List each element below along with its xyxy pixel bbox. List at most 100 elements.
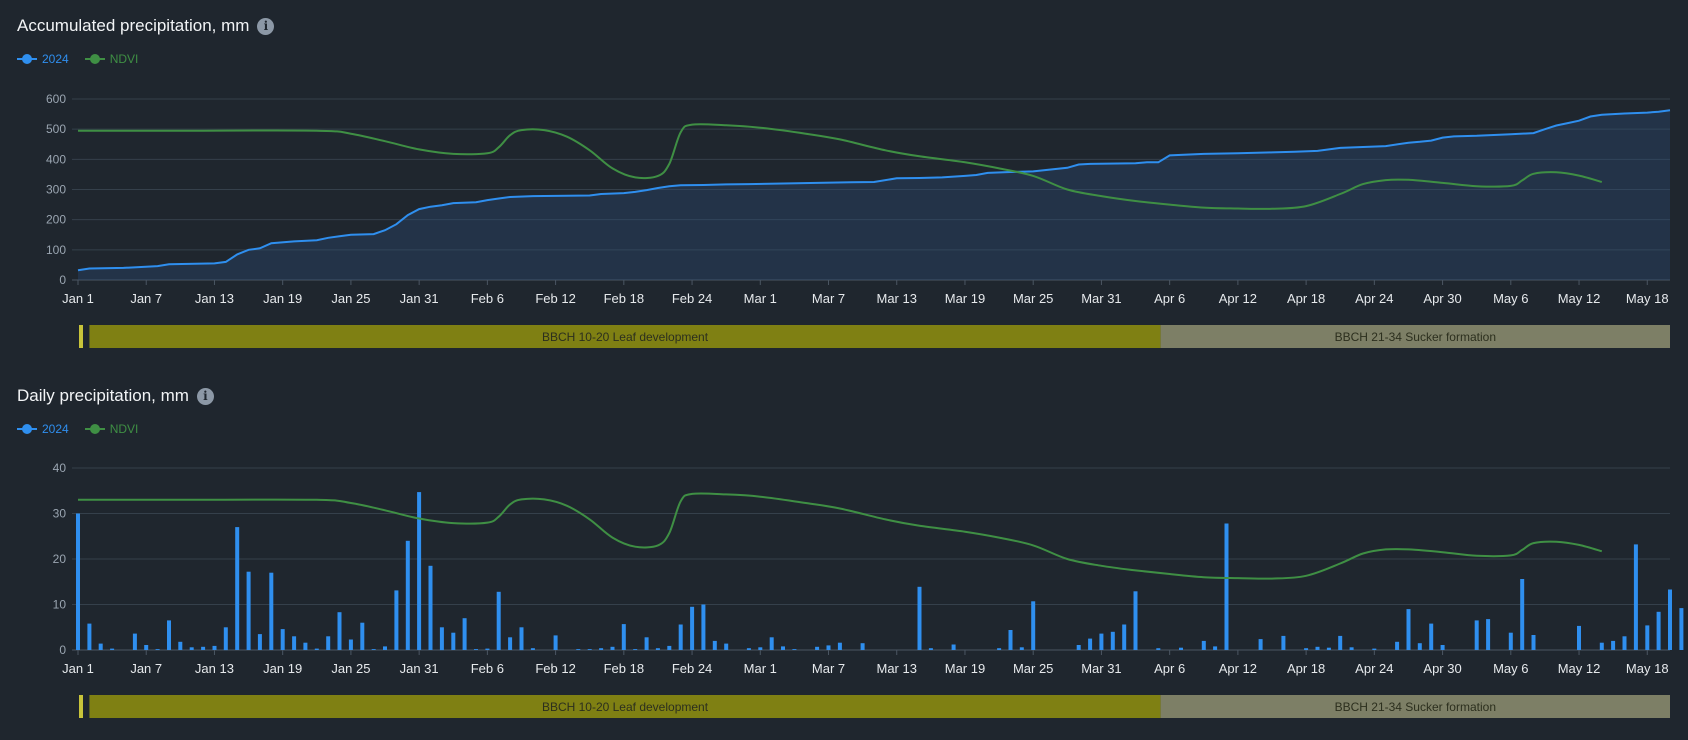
bar-2024[interactable]	[1622, 636, 1627, 650]
bar-2024[interactable]	[1440, 645, 1445, 650]
bar-2024[interactable]	[621, 624, 626, 650]
bar-2024[interactable]	[76, 513, 80, 651]
bar-2024[interactable]	[326, 636, 331, 650]
bar-2024[interactable]	[292, 636, 297, 650]
bar-2024[interactable]	[428, 565, 433, 650]
bar-2024[interactable]	[1133, 591, 1138, 650]
bar-2024[interactable]	[1645, 625, 1650, 650]
bar-2024[interactable]	[462, 618, 467, 650]
bar-2024[interactable]	[724, 643, 729, 650]
bar-2024[interactable]	[1395, 641, 1400, 650]
bar-2024[interactable]	[189, 647, 194, 650]
bar-2024[interactable]	[394, 590, 399, 650]
bar-2024[interactable]	[155, 649, 160, 650]
bar-2024[interactable]	[1122, 624, 1127, 651]
bar-2024[interactable]	[223, 627, 228, 651]
bar-2024[interactable]	[530, 648, 535, 650]
legend-item-ndvi[interactable]: NDVI	[84, 52, 138, 66]
bar-2024[interactable]	[451, 632, 456, 650]
bar-2024[interactable]	[928, 648, 933, 650]
bar-2024[interactable]	[496, 591, 501, 650]
bar-2024[interactable]	[553, 635, 558, 650]
bar-2024[interactable]	[860, 643, 865, 650]
bar-2024[interactable]	[280, 629, 285, 650]
bar-2024[interactable]	[633, 649, 638, 650]
bar-2024[interactable]	[667, 645, 672, 650]
bar-2024[interactable]	[485, 648, 490, 650]
bar-2024[interactable]	[917, 586, 922, 650]
bar-2024[interactable]	[110, 648, 115, 650]
bar-2024[interactable]	[678, 624, 683, 651]
bar-2024[interactable]	[1611, 640, 1616, 650]
bar-2024[interactable]	[1577, 625, 1581, 650]
bar-2024[interactable]	[1088, 638, 1093, 650]
bar-2024[interactable]	[746, 648, 751, 650]
bar-2024[interactable]	[1156, 648, 1161, 650]
bar-2024[interactable]	[1633, 544, 1638, 650]
bar-2024[interactable]	[132, 633, 137, 650]
bar-2024[interactable]	[815, 646, 820, 650]
bar-2024[interactable]	[1213, 646, 1218, 650]
bar-2024[interactable]	[1315, 646, 1320, 650]
bar-2024[interactable]	[1304, 648, 1309, 650]
bar-2024[interactable]	[87, 623, 92, 650]
bar-2024[interactable]	[1656, 611, 1661, 650]
bar-2024[interactable]	[303, 642, 308, 650]
bar-2024[interactable]	[144, 645, 149, 650]
bar-2024[interactable]	[1520, 579, 1525, 650]
daily-precipitation-chart[interactable]: 0 10 20 30 40 Jan 1 Jan 7 Jan 13 Jan 19 Jan 25 Jan…	[0, 450, 1688, 740]
bar-2024[interactable]	[508, 637, 513, 650]
bar-2024[interactable]	[769, 637, 774, 650]
legend-item-2024[interactable]: 2024	[17, 422, 69, 436]
bar-2024[interactable]	[1679, 608, 1684, 650]
bar-2024[interactable]	[212, 645, 217, 650]
bar-2024[interactable]	[246, 571, 251, 650]
bar-2024[interactable]	[792, 649, 797, 650]
phase-segment[interactable]	[1160, 325, 1670, 348]
bar-2024[interactable]	[599, 648, 604, 650]
bar-2024[interactable]	[1486, 619, 1491, 650]
bar-2024[interactable]	[1258, 639, 1263, 650]
bar-2024[interactable]	[383, 646, 387, 650]
bar-2024[interactable]	[1031, 601, 1036, 650]
bar-2024[interactable]	[644, 637, 649, 650]
bar-2024[interactable]	[781, 646, 785, 650]
bar-2024[interactable]	[337, 612, 342, 650]
bar-2024[interactable]	[1019, 647, 1024, 650]
phase-segment[interactable]	[1160, 695, 1670, 718]
bar-2024[interactable]	[201, 646, 206, 650]
bar-2024[interactable]	[314, 648, 319, 650]
bar-2024[interactable]	[610, 646, 615, 650]
bar-2024[interactable]	[178, 641, 183, 650]
bar-2024[interactable]	[1179, 647, 1183, 650]
series-ndvi-line[interactable]	[78, 492, 1603, 580]
bar-2024[interactable]	[1008, 630, 1013, 650]
bar-2024[interactable]	[167, 620, 171, 650]
bar-2024[interactable]	[348, 639, 353, 651]
bar-2024[interactable]	[1281, 635, 1286, 650]
bar-2024[interactable]	[235, 527, 240, 650]
info-icon[interactable]: i	[257, 17, 275, 35]
bar-2024[interactable]	[1349, 647, 1354, 650]
bar-2024[interactable]	[474, 649, 478, 650]
bar-2024[interactable]	[1338, 635, 1343, 650]
bar-2024[interactable]	[690, 606, 695, 650]
bar-2024[interactable]	[439, 627, 444, 651]
bar-2024[interactable]	[1099, 633, 1104, 650]
bar-2024[interactable]	[587, 649, 592, 650]
bar-2024[interactable]	[826, 645, 831, 650]
bar-2024[interactable]	[371, 649, 376, 650]
bar-2024[interactable]	[1508, 632, 1513, 650]
bar-2024[interactable]	[269, 572, 274, 650]
phase-segment[interactable]	[89, 695, 1161, 718]
bar-2024[interactable]	[997, 648, 1002, 650]
bar-2024[interactable]	[417, 492, 422, 650]
bar-2024[interactable]	[576, 649, 581, 650]
bar-2024[interactable]	[360, 622, 365, 650]
bar-2024[interactable]	[1599, 642, 1604, 650]
legend-item-2024[interactable]: 2024	[17, 52, 69, 66]
bar-2024[interactable]	[655, 648, 660, 650]
info-icon[interactable]: i	[196, 387, 214, 405]
bar-2024[interactable]	[1201, 640, 1206, 650]
bar-2024[interactable]	[951, 644, 956, 651]
